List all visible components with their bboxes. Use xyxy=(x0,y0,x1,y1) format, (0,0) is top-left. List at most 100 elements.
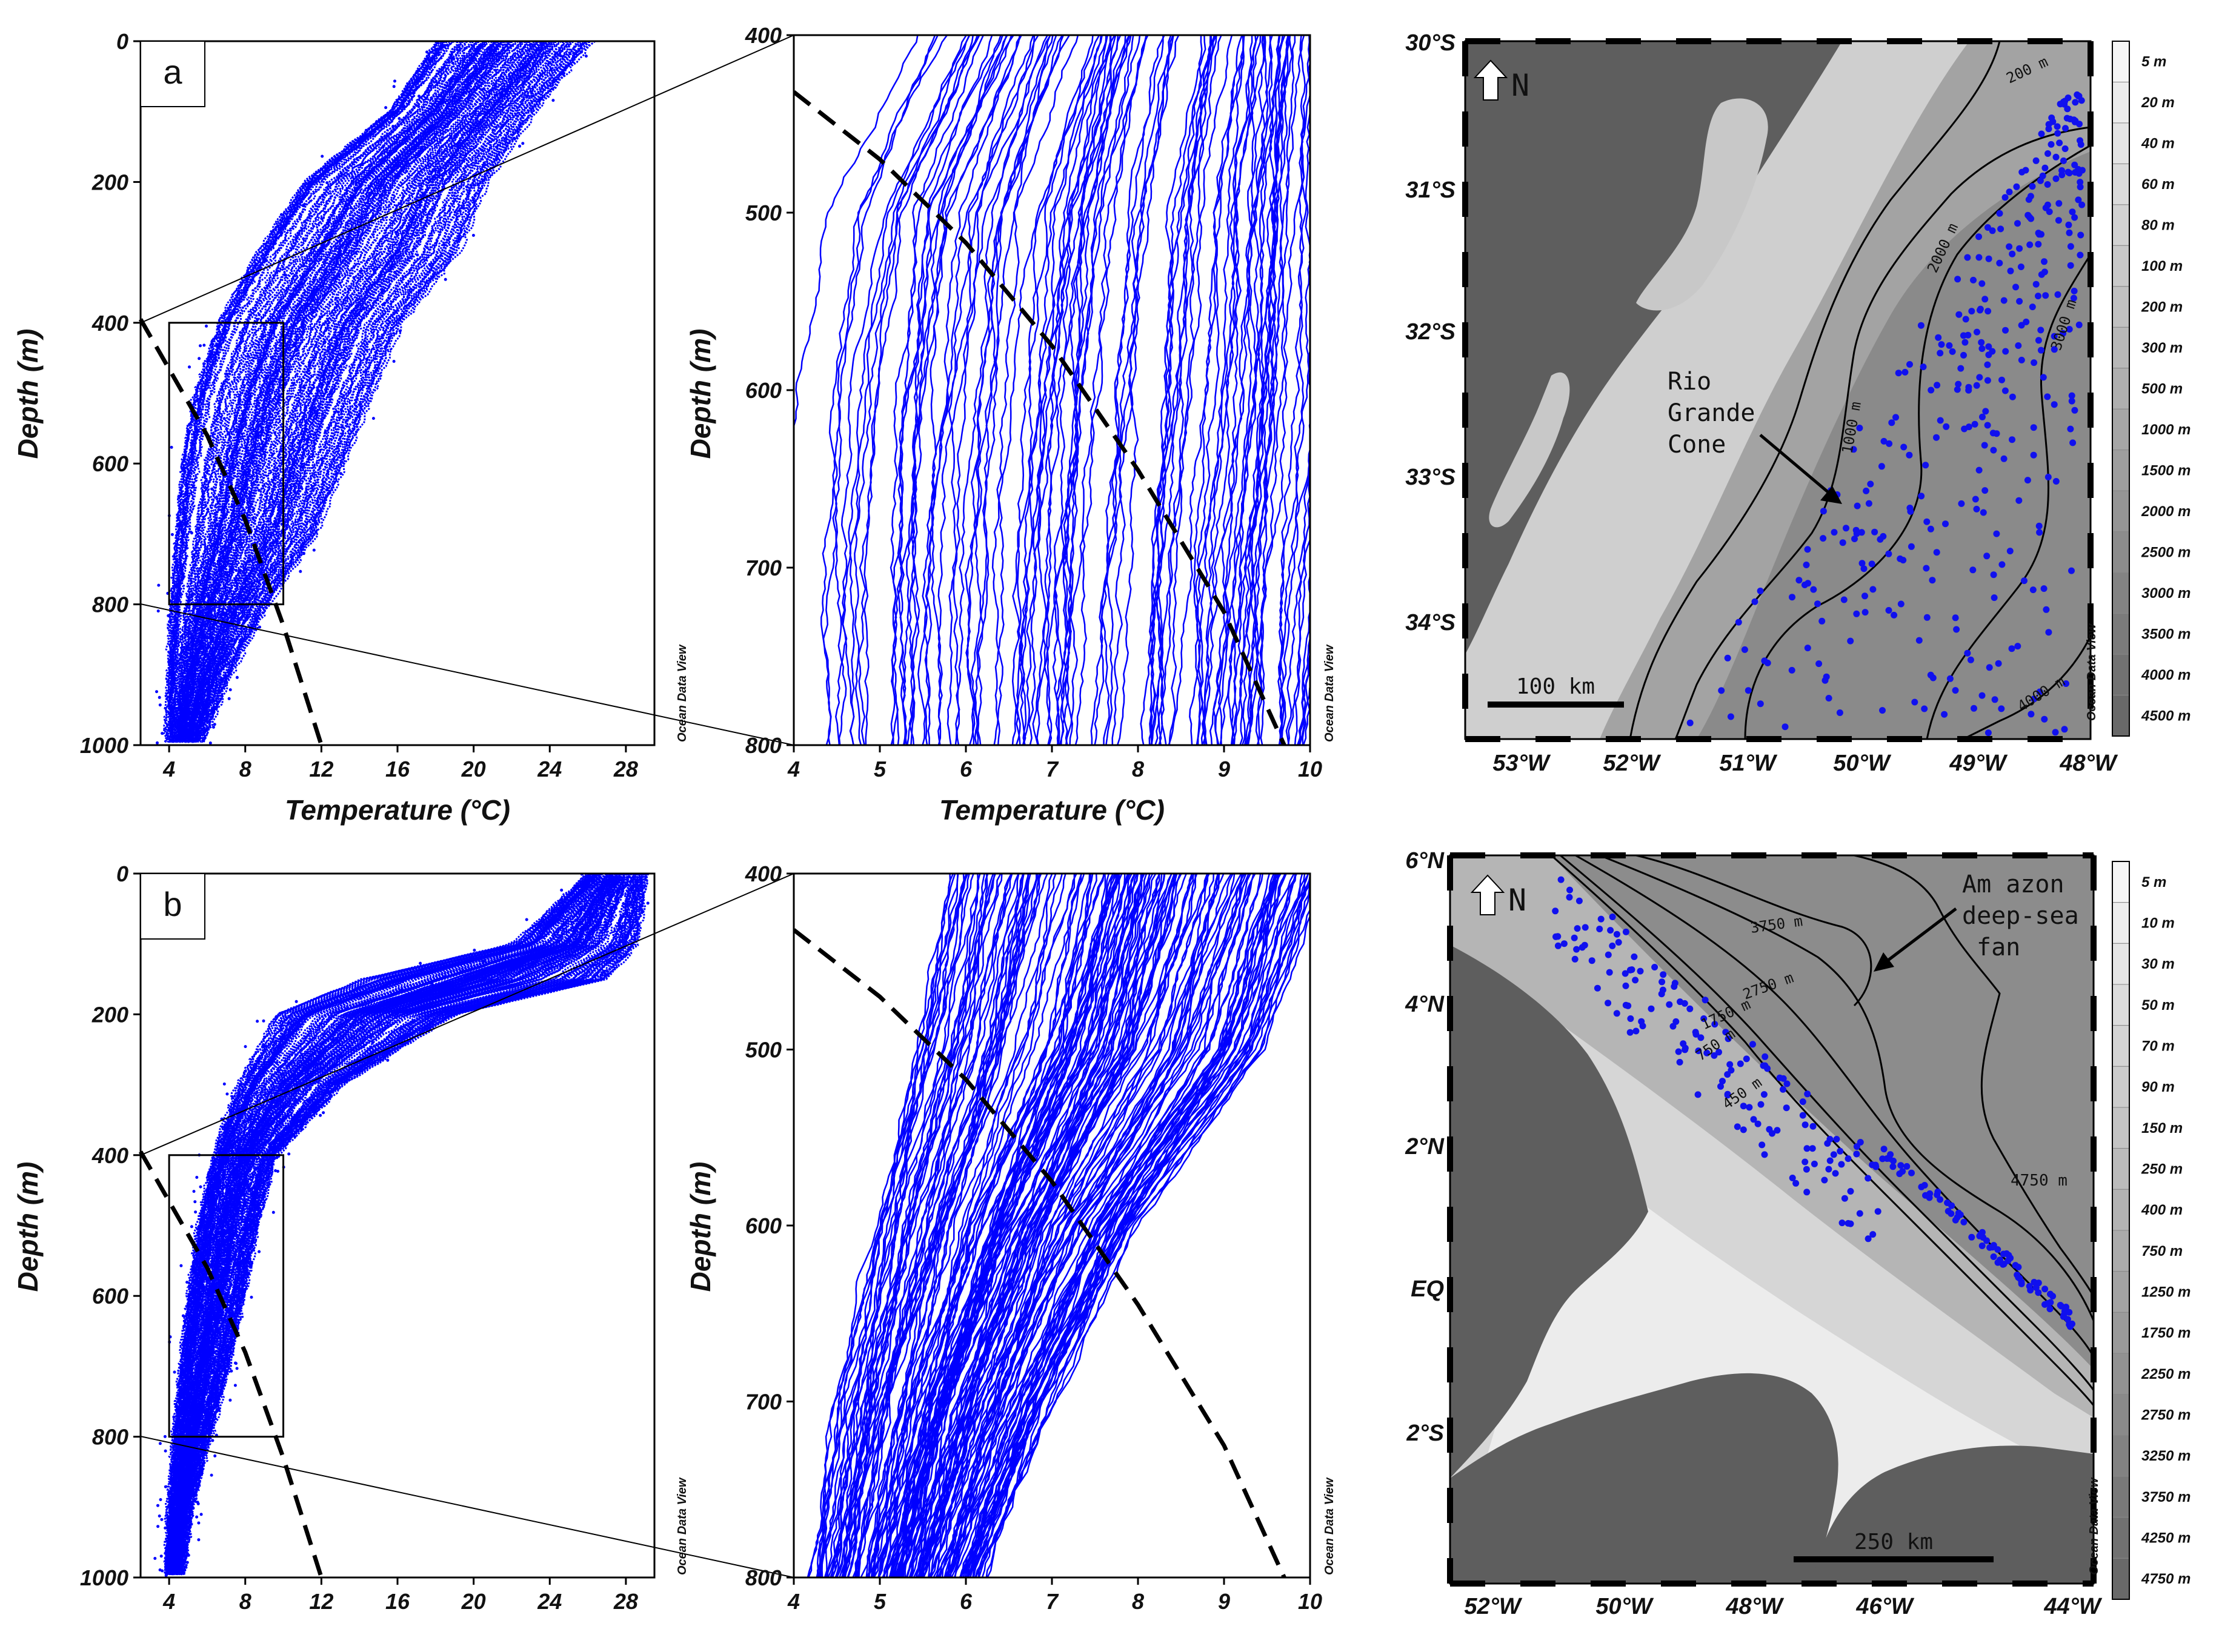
profile-point xyxy=(156,741,159,745)
station-dot xyxy=(1841,1195,1848,1202)
profile-line xyxy=(171,874,616,1575)
station-dot xyxy=(1761,657,1768,665)
station-dot xyxy=(1856,1210,1863,1217)
profile-point xyxy=(176,738,179,742)
profile-line xyxy=(1094,35,1172,745)
station-dot xyxy=(2069,439,2077,446)
station-dot xyxy=(1735,619,1742,626)
station-dot xyxy=(1851,536,1858,542)
station-dot xyxy=(1814,600,1821,608)
station-dot xyxy=(1566,886,1573,894)
station-dot xyxy=(1886,1155,1893,1162)
station-dot xyxy=(2064,1316,2071,1323)
profile-point xyxy=(482,960,485,963)
station-dot xyxy=(2052,175,2060,182)
profile-line xyxy=(168,874,616,1576)
profile-point xyxy=(346,1006,350,1010)
map-a-annotation-line3: Cone xyxy=(1668,431,1726,459)
station-dot xyxy=(1715,1049,1722,1056)
profile-point xyxy=(169,640,173,643)
panel-a-zoom-xlabel: Temperature (°C) xyxy=(939,794,1165,826)
profile-point xyxy=(176,1570,180,1573)
profile-point xyxy=(175,662,178,665)
profile-point xyxy=(628,888,631,892)
profile-point xyxy=(553,958,557,961)
profile-point xyxy=(262,1019,265,1023)
station-dot xyxy=(2052,478,2060,485)
profile-point xyxy=(195,1307,198,1311)
map-a-axis-labels: 30°S 31°S 32°S 33°S 34°S 53°W 52°W 51°W 50°W 49°W… xyxy=(1405,30,2118,776)
profile-point xyxy=(418,95,421,98)
panel-a-zoom-ylabel: Depth (m) xyxy=(685,329,716,459)
profile-point xyxy=(472,184,476,187)
profile-point xyxy=(619,955,623,959)
profile-point xyxy=(213,1255,217,1258)
station-dot xyxy=(2067,243,2074,250)
x-tick-label: 28 xyxy=(613,757,638,781)
profile-line xyxy=(843,874,1013,1577)
station-dot xyxy=(1581,941,1588,949)
profile-point xyxy=(257,1060,261,1063)
station-dot xyxy=(1960,332,1967,339)
profile-point xyxy=(185,1561,189,1564)
map-a-annotation-arrow xyxy=(1759,434,1831,495)
profile-point xyxy=(203,1250,207,1253)
profile-line xyxy=(1032,35,1122,745)
map-a-contour-3000 xyxy=(1926,254,2091,739)
station-dot xyxy=(2066,1309,2073,1316)
station-dot xyxy=(1676,1058,1683,1066)
station-dot xyxy=(2044,474,2052,480)
station-dot xyxy=(1702,997,1709,1004)
profile-line xyxy=(921,874,1182,1577)
profile-point xyxy=(471,957,474,960)
station-dot xyxy=(1889,1163,1897,1170)
profile-point xyxy=(198,711,201,715)
profile-point xyxy=(208,741,212,745)
colorbar-swatch xyxy=(2112,1271,2130,1313)
colorbar-swatch xyxy=(2112,695,2130,737)
station-dot xyxy=(1933,434,1940,441)
profile-line xyxy=(915,874,1195,1577)
profile-line xyxy=(188,41,522,743)
profile-point xyxy=(547,949,550,952)
map-b-annotation-line3: fan xyxy=(1977,934,2020,961)
station-dot xyxy=(2066,170,2073,177)
station-dot xyxy=(1754,1120,1762,1127)
profile-point xyxy=(272,500,276,503)
profile-line xyxy=(1297,566,1310,745)
station-dot xyxy=(1995,660,2002,667)
station-dot xyxy=(2042,292,2049,299)
station-dot xyxy=(1869,586,1877,593)
colorbar-swatch xyxy=(2112,408,2130,451)
map-a-contour-4000 xyxy=(1963,635,2091,739)
station-dot xyxy=(1985,343,1992,350)
profile-point xyxy=(233,1384,237,1387)
profile-line xyxy=(175,874,624,1575)
station-dot xyxy=(1680,1040,1687,1047)
profile-line xyxy=(842,874,989,1577)
station-dot xyxy=(2045,629,2052,636)
profile-point xyxy=(200,413,204,416)
lat-label: 33°S xyxy=(1405,465,1455,490)
profile-line xyxy=(186,41,539,743)
colorbar-label: 90 m xyxy=(2141,1079,2175,1095)
profile-line xyxy=(202,41,596,743)
profile-point xyxy=(171,740,175,743)
profile-line xyxy=(1065,35,1147,745)
profile-point xyxy=(195,1515,199,1519)
station-dot xyxy=(2046,208,2053,215)
profile-point xyxy=(244,1219,247,1223)
station-dot xyxy=(1978,692,1986,699)
profile-point xyxy=(274,1169,278,1172)
station-dot xyxy=(2041,268,2048,276)
profile-point xyxy=(312,299,316,302)
station-dot xyxy=(1978,1242,1986,1249)
profile-point xyxy=(186,1325,190,1329)
station-dot xyxy=(2036,688,2043,695)
profile-point xyxy=(444,975,447,978)
map-a-north-label: N xyxy=(1511,68,1529,103)
station-dot xyxy=(1948,1202,1955,1209)
profile-point xyxy=(211,1439,215,1442)
profile-line xyxy=(182,41,514,743)
station-dot xyxy=(2037,177,2044,184)
